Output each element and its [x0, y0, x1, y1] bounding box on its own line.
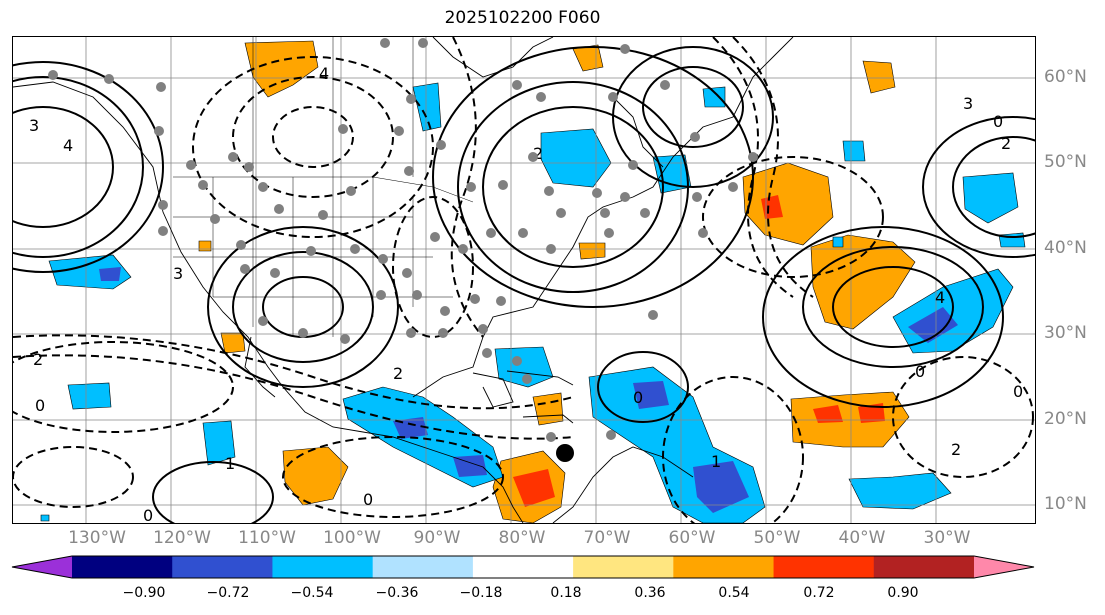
- colorbar-tick-label: 0.72: [803, 585, 835, 601]
- shade-blue: [962, 172, 1019, 224]
- contour-label: 3: [963, 94, 973, 113]
- shade-darkblue: [693, 461, 749, 513]
- shade-darkblue: [99, 267, 121, 281]
- lon-label-50w: 50°W: [753, 528, 801, 548]
- map-svg: 3 4 4 2 3 0 2 3 2 0 2 1 0 0 2 0 0 1 4 0: [13, 37, 1035, 523]
- contour-label: 0: [993, 112, 1003, 131]
- colorbar-segment: [272, 556, 374, 578]
- colorbar-segment: [573, 556, 674, 578]
- colorbar-extend-min: [12, 556, 72, 578]
- lon-label-80w: 80°W: [498, 528, 546, 548]
- colorbar-segment: [873, 556, 975, 578]
- colorbar: [11, 555, 1035, 579]
- contour-label: 3: [29, 116, 39, 135]
- map-panel: 3 4 4 2 3 0 2 3 2 0 2 1 0 0 2 0 0 1 4 0: [12, 36, 1036, 524]
- colorbar-segment: [673, 556, 775, 578]
- shade-blue: [842, 140, 866, 162]
- lat-label-60n: 60°N: [1044, 67, 1087, 87]
- colorbar-segment: [773, 556, 875, 578]
- contour-labels: 3 4 4 2 3 0 2 3 2 0 2 1 0 0 2 0 0 1 4 0: [29, 64, 1023, 523]
- contour-label: 0: [633, 388, 643, 407]
- contour-label: 0: [363, 490, 373, 509]
- lat-label-30n: 30°N: [1044, 323, 1087, 343]
- contour-label: 2: [533, 144, 543, 163]
- contour-label: 4: [63, 136, 73, 155]
- shade-blue: [540, 128, 612, 188]
- colorbar-tick-label: −0.54: [290, 585, 334, 601]
- lon-label-60w: 60°W: [668, 528, 716, 548]
- contour-label: 0: [35, 396, 45, 415]
- shaded-fields: [40, 40, 1026, 523]
- colorbar-outline: [11, 555, 1035, 579]
- shade-red: [761, 195, 783, 219]
- shade-blue: [202, 420, 236, 466]
- shade-darkblue: [453, 455, 487, 477]
- shade-orange: [282, 446, 349, 506]
- lon-label-100w: 100°W: [323, 528, 381, 548]
- shade-blue: [998, 232, 1026, 248]
- lon-label-130w: 130°W: [68, 528, 126, 548]
- contour-label: 3: [173, 264, 183, 283]
- lon-label-30w: 30°W: [923, 528, 971, 548]
- contour-label: 2: [1001, 134, 1011, 153]
- colorbar-extend-max: [974, 556, 1034, 578]
- contour-label: 4: [935, 288, 945, 307]
- shade-orange: [862, 60, 896, 94]
- shade-darkblue: [633, 381, 669, 409]
- contour-label: 1: [225, 454, 235, 473]
- contour-label: 0: [143, 506, 153, 523]
- lat-label-50n: 50°N: [1044, 152, 1087, 172]
- contour-label: 2: [393, 364, 403, 383]
- shade-orange: [790, 391, 910, 448]
- colorbar-segments: [11, 555, 1035, 579]
- colorbar-segment: [72, 556, 173, 578]
- shade-blue: [412, 82, 442, 132]
- lat-label-40n: 40°N: [1044, 238, 1087, 258]
- colorbar-tick-label: 0.36: [634, 585, 666, 601]
- shade-blue: [494, 346, 554, 388]
- shade-blue: [702, 86, 726, 108]
- map-title: 2025102200 F060: [444, 8, 601, 28]
- lon-label-110w: 110°W: [238, 528, 296, 548]
- contour-label: 2: [33, 350, 43, 369]
- contour-label: 4: [319, 64, 329, 83]
- colorbar-segment: [472, 556, 574, 578]
- contour-label: 0: [915, 362, 925, 381]
- shade-orange: [572, 44, 604, 72]
- shade-blue: [67, 382, 112, 410]
- shade-red: [813, 405, 843, 423]
- shade-red: [858, 403, 885, 423]
- shade-blue: [40, 514, 50, 522]
- colorbar-tick-label: −0.18: [459, 585, 503, 601]
- lon-label-40w: 40°W: [838, 528, 886, 548]
- colorbar-tick-label: −0.72: [206, 585, 250, 601]
- contour-label: 0: [1013, 382, 1023, 401]
- station-markers: [48, 38, 758, 442]
- shade-orange: [220, 332, 246, 354]
- lat-label-20n: 20°N: [1044, 409, 1087, 429]
- colorbar-tick-label: 0.54: [718, 585, 750, 601]
- shade-orange: [810, 234, 916, 330]
- colorbar-tick-label: 0.18: [550, 585, 582, 601]
- shade-blue: [848, 472, 952, 510]
- colorbar-segment: [372, 556, 474, 578]
- lat-label-10n: 10°N: [1044, 494, 1087, 514]
- center-marker: [556, 444, 574, 462]
- colorbar-tick-label: 0.90: [887, 585, 919, 601]
- colorbar-segment: [172, 556, 273, 578]
- shade-orange: [742, 162, 834, 246]
- contour-label: 1: [711, 452, 721, 471]
- lon-label-70w: 70°W: [583, 528, 631, 548]
- contours: [13, 37, 1035, 523]
- lon-label-120w: 120°W: [153, 528, 211, 548]
- shade-orange: [198, 240, 212, 252]
- colorbar-tick-label: −0.36: [375, 585, 419, 601]
- contour-label: 2: [951, 440, 961, 459]
- shade-orange: [578, 242, 606, 260]
- shade-blue: [832, 236, 844, 248]
- lon-label-90w: 90°W: [413, 528, 461, 548]
- colorbar-tick-label: −0.90: [122, 585, 166, 601]
- shade-red: [513, 469, 555, 507]
